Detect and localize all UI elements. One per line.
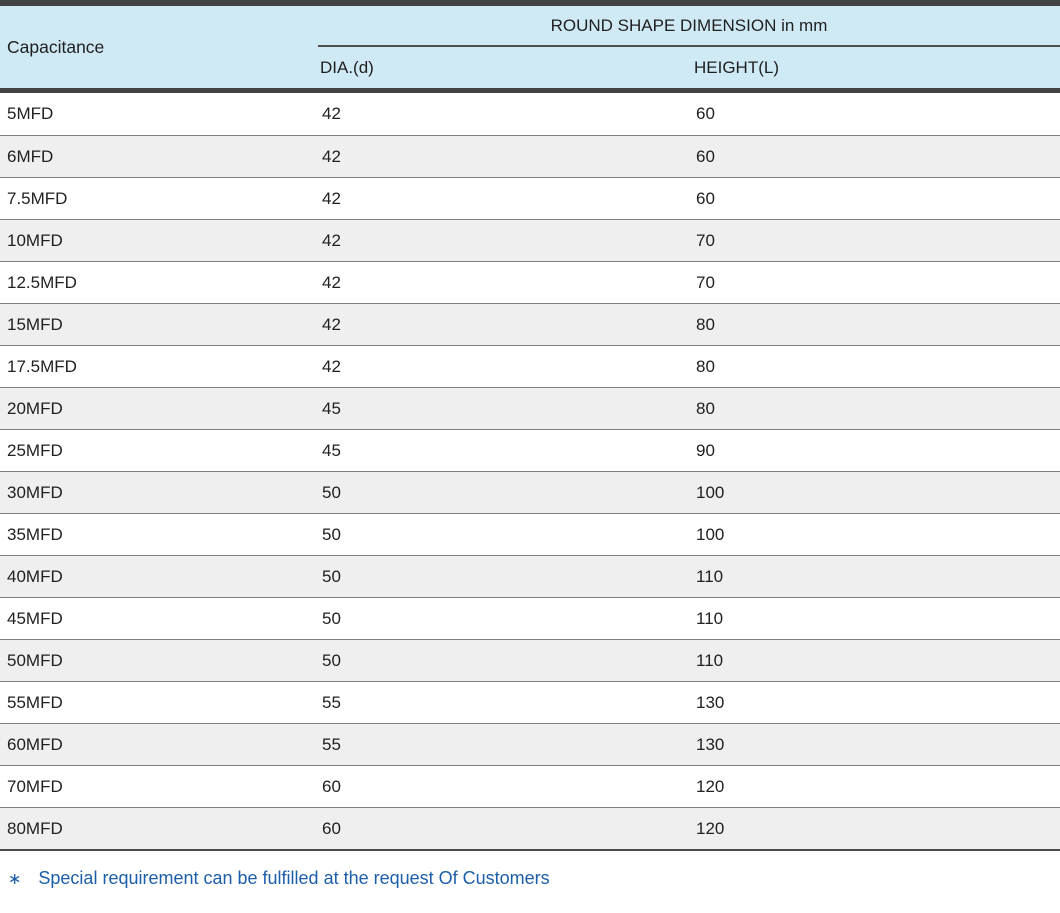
cell-capacitance: 70MFD xyxy=(7,776,63,796)
table-row: 70MFD 60 120 xyxy=(0,765,1060,807)
cell-dia: 42 xyxy=(322,356,341,376)
cell-height: 120 xyxy=(696,818,725,838)
header-round-shape-group: ROUND SHAPE DIMENSION in mm DIA.(d) HEIG… xyxy=(312,6,1060,88)
cell-capacitance: 25MFD xyxy=(7,440,63,460)
table-row: 6MFD 42 60 xyxy=(0,135,1060,177)
cell-dia: 42 xyxy=(322,272,341,292)
table-row: 80MFD 60 120 xyxy=(0,807,1060,849)
table-row: 40MFD 50 110 xyxy=(0,555,1060,597)
cell-dia: 42 xyxy=(322,104,341,123)
cell-height: 80 xyxy=(696,356,715,376)
header-height: HEIGHT(L) xyxy=(694,57,779,77)
cell-dia: 55 xyxy=(322,692,341,712)
cell-height: 110 xyxy=(696,566,724,586)
cell-capacitance: 30MFD xyxy=(7,482,63,502)
table-row: 10MFD 42 70 xyxy=(0,219,1060,261)
table-header: Capacitance ROUND SHAPE DIMENSION in mm … xyxy=(0,0,1060,93)
cell-capacitance: 15MFD xyxy=(7,314,63,334)
cell-height: 120 xyxy=(696,776,725,796)
table-row: 30MFD 50 100 xyxy=(0,471,1060,513)
cell-dia: 42 xyxy=(322,230,341,250)
cell-capacitance: 20MFD xyxy=(7,398,63,418)
cell-height: 60 xyxy=(696,104,715,123)
cell-dia: 50 xyxy=(322,566,341,586)
cell-capacitance: 80MFD xyxy=(7,818,63,838)
cell-dia: 42 xyxy=(322,314,341,334)
table-row: 45MFD 50 110 xyxy=(0,597,1060,639)
cell-height: 90 xyxy=(696,440,715,460)
table-row: 35MFD 50 100 xyxy=(0,513,1060,555)
dimension-table: Capacitance ROUND SHAPE DIMENSION in mm … xyxy=(0,0,1060,851)
header-capacitance: Capacitance xyxy=(7,36,105,57)
cell-dia: 50 xyxy=(322,482,341,502)
cell-dia: 60 xyxy=(322,818,341,838)
cell-capacitance: 40MFD xyxy=(7,566,63,586)
cell-capacitance: 10MFD xyxy=(7,230,63,250)
table-row: 5MFD 42 60 xyxy=(0,93,1060,135)
cell-height: 60 xyxy=(696,146,715,166)
cell-capacitance: 45MFD xyxy=(7,608,63,628)
cell-height: 100 xyxy=(696,482,725,502)
cell-dia: 45 xyxy=(322,398,341,418)
cell-height: 70 xyxy=(696,272,715,292)
cell-capacitance: 50MFD xyxy=(7,650,63,670)
cell-capacitance: 60MFD xyxy=(7,734,63,754)
cell-capacitance: 7.5MFD xyxy=(7,188,68,208)
cell-height: 80 xyxy=(696,314,715,334)
footnote-text: Special requirement can be fulfilled at … xyxy=(38,868,550,888)
cell-capacitance: 55MFD xyxy=(7,692,63,712)
asterisk-symbol: ∗ xyxy=(8,871,22,888)
cell-height: 80 xyxy=(696,398,715,418)
cell-dia: 60 xyxy=(322,776,341,796)
cell-capacitance: 5MFD xyxy=(7,104,54,123)
cell-dia: 42 xyxy=(322,188,341,208)
cell-height: 110 xyxy=(696,650,724,670)
header-sub-row: DIA.(d) HEIGHT(L) xyxy=(312,47,1060,88)
table-row: 12.5MFD 42 70 xyxy=(0,261,1060,303)
table-body: 5MFD 42 60 6MFD 42 60 7.5MFD 42 60 10MFD… xyxy=(0,93,1060,849)
table-row: 20MFD 45 80 xyxy=(0,387,1060,429)
cell-capacitance: 35MFD xyxy=(7,524,63,544)
cell-capacitance: 6MFD xyxy=(7,146,54,166)
cell-height: 100 xyxy=(696,524,725,544)
table-row: 7.5MFD 42 60 xyxy=(0,177,1060,219)
table-row: 25MFD 45 90 xyxy=(0,429,1060,471)
table-row: 60MFD 55 130 xyxy=(0,723,1060,765)
table-row: 50MFD 50 110 xyxy=(0,639,1060,681)
header-dia: DIA.(d) xyxy=(320,57,374,77)
cell-dia: 50 xyxy=(322,524,341,544)
footnote: ∗ Special requirement can be fulfilled a… xyxy=(0,868,1060,889)
cell-height: 60 xyxy=(696,188,715,208)
cell-height: 110 xyxy=(696,608,724,628)
cell-dia: 50 xyxy=(322,608,341,628)
cell-capacitance: 17.5MFD xyxy=(7,356,77,376)
cell-dia: 42 xyxy=(322,146,341,166)
cell-dia: 45 xyxy=(322,440,341,460)
table-row: 15MFD 42 80 xyxy=(0,303,1060,345)
cell-capacitance: 12.5MFD xyxy=(7,272,77,292)
cell-height: 130 xyxy=(696,692,725,712)
cell-dia: 50 xyxy=(322,650,341,670)
table-bottom-border xyxy=(0,849,1060,851)
header-group-title: ROUND SHAPE DIMENSION in mm xyxy=(318,6,1060,47)
table-row: 55MFD 55 130 xyxy=(0,681,1060,723)
cell-height: 70 xyxy=(696,230,715,250)
table-row: 17.5MFD 42 80 xyxy=(0,345,1060,387)
cell-dia: 55 xyxy=(322,734,341,754)
cell-height: 130 xyxy=(696,734,725,754)
